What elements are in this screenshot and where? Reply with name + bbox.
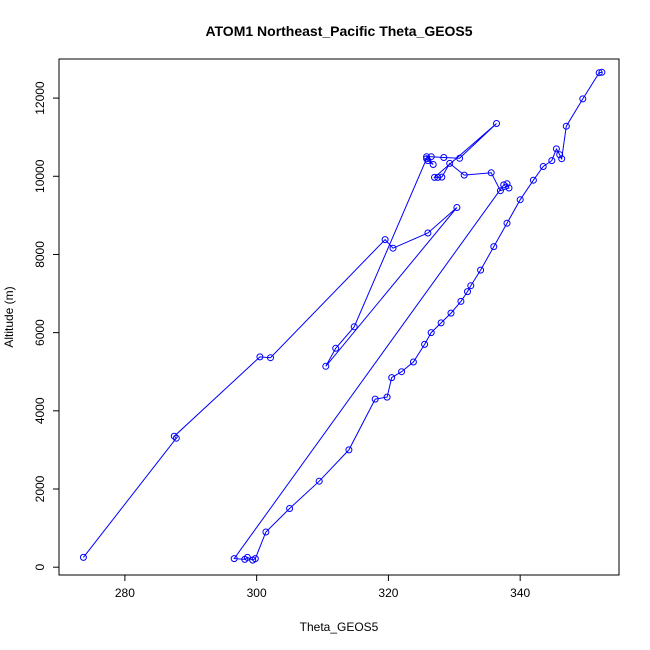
- series-layer: [79, 68, 606, 564]
- data-point: [230, 555, 238, 563]
- y-tick-label: 0: [33, 564, 47, 571]
- data-point: [381, 236, 389, 244]
- y-tick-label: 8000: [33, 241, 47, 268]
- data-point: [464, 288, 471, 296]
- data-point: [539, 163, 547, 170]
- x-axis-label: Theta_GEOS5: [300, 620, 379, 634]
- data-point: [556, 151, 564, 159]
- y-tick-label: 10000: [33, 159, 47, 193]
- data-point: [595, 69, 603, 77]
- data-point: [429, 161, 437, 168]
- data-point: [598, 68, 606, 76]
- data-point: [467, 282, 475, 290]
- data-point: [170, 432, 178, 440]
- data-point: [516, 196, 524, 204]
- data-point: [172, 434, 180, 442]
- data-point: [446, 159, 454, 167]
- data-point: [548, 157, 556, 165]
- data-point: [440, 154, 448, 161]
- data-point: [529, 176, 537, 184]
- data-point: [262, 528, 270, 536]
- x-tick-label: 320: [378, 586, 398, 600]
- y-axis-label: Altitude (m): [2, 286, 16, 347]
- data-point: [371, 395, 379, 403]
- data-point: [421, 340, 429, 348]
- y-axis: 0 2000 4000 6000 8000 10000 12000: [33, 81, 59, 571]
- data-point: [345, 446, 353, 454]
- data-point: [460, 171, 468, 179]
- data-point: [251, 555, 259, 563]
- data-point: [496, 187, 504, 195]
- data-point: [431, 173, 438, 181]
- data-point: [322, 362, 330, 370]
- y-tick-label: 4000: [33, 397, 47, 424]
- data-point: [423, 153, 431, 161]
- data-point: [315, 477, 323, 485]
- chart-title: ATOM1 Northeast_Pacific Theta_GEOS5: [205, 23, 472, 39]
- data-point: [447, 309, 455, 317]
- data-point: [456, 154, 464, 162]
- data-point: [505, 184, 513, 192]
- data-point: [493, 120, 500, 127]
- data-point: [286, 505, 294, 512]
- data-point: [383, 393, 391, 401]
- data-point: [490, 243, 498, 251]
- data-point: [79, 553, 87, 561]
- y-tick-label: 12000: [33, 81, 47, 115]
- data-point: [477, 266, 485, 274]
- plot-frame: [58, 58, 620, 576]
- data-point: [389, 244, 397, 252]
- x-axis: 280 300 320 340: [115, 575, 531, 600]
- data-point: [579, 95, 587, 103]
- data-point: [350, 323, 358, 331]
- y-tick-label: 6000: [33, 319, 47, 346]
- data-point: [562, 122, 570, 130]
- x-tick-label: 340: [510, 586, 530, 600]
- data-point: [388, 374, 396, 382]
- data-point: [398, 368, 406, 376]
- data-point: [438, 173, 446, 181]
- data-point: [457, 297, 465, 305]
- data-point: [332, 344, 340, 352]
- data-point: [437, 319, 445, 327]
- data-point: [243, 553, 251, 561]
- data-point: [427, 329, 435, 337]
- data-point: [500, 181, 508, 189]
- data-point: [503, 219, 511, 227]
- data-point: [552, 145, 560, 153]
- data-point: [487, 169, 495, 177]
- y-tick-label: 2000: [33, 475, 47, 502]
- data-point: [409, 358, 417, 366]
- data-point: [423, 155, 431, 163]
- x-tick-label: 280: [115, 586, 135, 600]
- x-tick-label: 300: [247, 586, 267, 600]
- data-point: [434, 173, 442, 181]
- data-point: [256, 353, 264, 361]
- data-point: [503, 180, 511, 188]
- data-point: [453, 204, 461, 211]
- data-point: [558, 155, 566, 163]
- data-point: [424, 229, 432, 237]
- data-point: [267, 354, 274, 362]
- data-point: [427, 153, 435, 161]
